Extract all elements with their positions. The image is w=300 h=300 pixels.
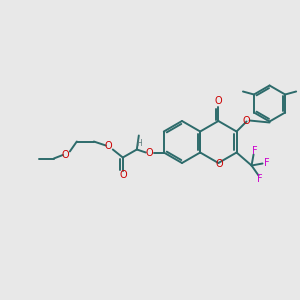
Text: O: O: [104, 141, 112, 151]
Text: F: F: [264, 158, 269, 169]
Text: F: F: [252, 146, 257, 155]
Text: O: O: [214, 97, 222, 106]
Text: O: O: [61, 150, 69, 160]
Text: F: F: [257, 175, 262, 184]
Text: O: O: [146, 148, 153, 158]
Text: O: O: [119, 170, 127, 181]
Text: O: O: [243, 116, 250, 126]
Text: O: O: [216, 159, 223, 169]
Text: H: H: [136, 140, 142, 148]
